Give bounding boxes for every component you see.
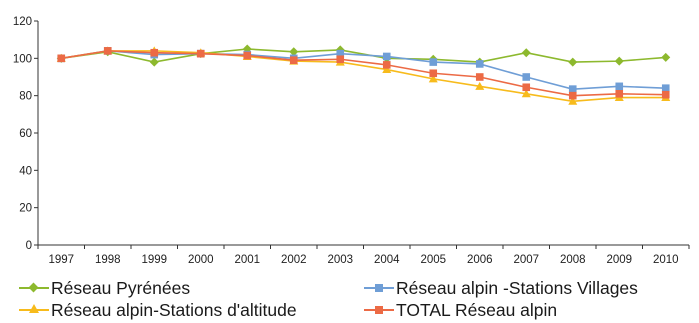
- legend-label-total-reseau-alpin: TOTAL Réseau alpin: [396, 300, 558, 320]
- data-point: [615, 90, 624, 98]
- legend-item-total-reseau-alpin: TOTAL Réseau alpin: [364, 299, 557, 321]
- x-tick-label: 1999: [141, 254, 167, 266]
- y-tick-label: 80: [19, 91, 32, 103]
- series-layer: [56, 44, 671, 105]
- legend-key-stations-villages: [364, 277, 394, 299]
- x-tick-label: 2004: [374, 254, 400, 266]
- data-point: [522, 83, 531, 92]
- x-tick-label: 2008: [560, 254, 586, 266]
- data-point: [382, 61, 391, 69]
- data-point: [336, 49, 345, 58]
- line-chart: 0 20 40 60 80 100 120 1997 1998 1999 2000 2001 2002 2…: [13, 16, 690, 266]
- data-point: [475, 81, 485, 90]
- data-point: [149, 57, 159, 67]
- legend-label-stations-villages: Réseau alpin -Stations Villages: [396, 278, 638, 298]
- x-tick-label: 2000: [188, 254, 214, 266]
- series-line: [61, 48, 666, 63]
- legend-item-stations-altitude: Réseau alpin-Stations d'altitude: [19, 299, 297, 321]
- data-point: [522, 73, 531, 81]
- legend-label-stations-altitude: Réseau alpin-Stations d'altitude: [51, 300, 297, 320]
- legend: Réseau Pyrénées Réseau alpin -Stations V…: [0, 276, 699, 323]
- data-point: [661, 90, 670, 99]
- y-tick-label: 20: [19, 203, 32, 215]
- data-point: [475, 60, 484, 68]
- x-tick-label: 2003: [327, 254, 353, 266]
- data-point: [289, 56, 298, 64]
- x-tick-label: 2006: [467, 254, 493, 266]
- series-line: [61, 50, 666, 103]
- y-tick-label: 60: [19, 128, 32, 140]
- data-point: [568, 57, 578, 67]
- data-point: [661, 84, 670, 92]
- data-point: [429, 58, 438, 66]
- x-tick-label: 1997: [48, 254, 74, 266]
- legend-key-reseau-pyrenees: [19, 277, 49, 299]
- y-tick-label: 0: [26, 240, 32, 252]
- data-point: [521, 48, 531, 58]
- legend-key-total-reseau-alpin: [364, 299, 394, 321]
- legend-key-stations-altitude: [19, 299, 49, 321]
- data-point: [568, 96, 578, 105]
- x-tick-label: 2002: [281, 254, 307, 266]
- data-point: [568, 91, 577, 100]
- data-point: [336, 55, 345, 64]
- data-point: [568, 85, 577, 93]
- data-point: [614, 56, 624, 66]
- y-tick-label: 120: [13, 16, 32, 28]
- legend-item-stations-villages: Réseau alpin -Stations Villages: [364, 277, 638, 299]
- x-tick-label: 2009: [606, 254, 632, 266]
- data-point: [150, 48, 159, 57]
- x-tick-label: 1998: [95, 254, 121, 266]
- x-tick-label: 2010: [653, 254, 679, 266]
- data-point: [103, 47, 112, 55]
- x-tick-label: 2007: [513, 254, 539, 266]
- x-tick-label: 2005: [420, 254, 446, 266]
- data-point: [289, 47, 299, 57]
- data-point: [196, 49, 205, 58]
- data-point: [615, 82, 624, 91]
- axes: 0 20 40 60 80 100 120 1997 1998 1999 2000 2001 2002 2…: [13, 16, 690, 266]
- legend-label-reseau-pyrenees: Réseau Pyrénées: [51, 278, 191, 298]
- series-3: [57, 47, 670, 100]
- data-point: [429, 69, 438, 78]
- data-point: [428, 74, 438, 83]
- y-tick-label: 100: [13, 53, 32, 65]
- series-line: [61, 50, 666, 90]
- data-point: [382, 52, 391, 61]
- series-line: [61, 50, 666, 97]
- data-point: [475, 73, 484, 81]
- data-point: [661, 52, 671, 62]
- legend-item-reseau-pyrenees: Réseau Pyrénées: [19, 277, 190, 299]
- data-point: [57, 54, 66, 63]
- y-tick-label: 40: [19, 165, 32, 177]
- x-tick-label: 2001: [234, 254, 260, 266]
- data-point: [243, 51, 252, 60]
- data-point: [521, 89, 531, 98]
- data-point: [382, 65, 392, 74]
